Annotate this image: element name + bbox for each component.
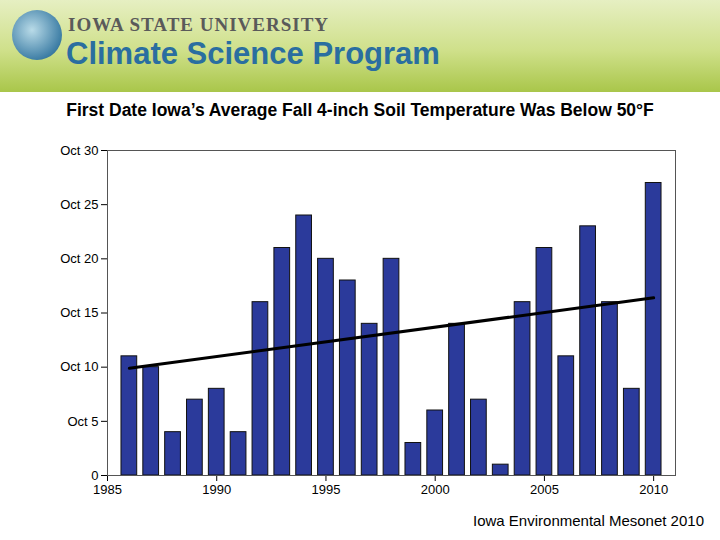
svg-text:2010: 2010: [639, 482, 668, 497]
html-text:Climate Science Program: Climate Science Program: [66, 36, 440, 71]
svg-text:1995: 1995: [312, 482, 341, 497]
html-text:First Date Iowa’s Average Fall: First Date Iowa’s Average Fall 4-inch So…: [66, 100, 654, 120]
svg-text:Oct 5: Oct 5: [67, 413, 98, 428]
svg-text:Oct 25: Oct 25: [60, 197, 98, 212]
svg-text:0: 0: [91, 468, 98, 483]
svg-text:1990: 1990: [202, 482, 231, 497]
svg-text:Oct 15: Oct 15: [60, 305, 98, 320]
svg-text:Oct 10: Oct 10: [60, 359, 98, 374]
svg-text:Oct 20: Oct 20: [60, 251, 98, 266]
html-text:IOWA STATE UNIVERSITY: IOWA STATE UNIVERSITY: [68, 14, 329, 35]
html-text:Iowa Environmental Mesonet 201: Iowa Environmental Mesonet 2010: [473, 512, 704, 529]
svg-text:2000: 2000: [421, 482, 450, 497]
svg-text:1985: 1985: [93, 482, 122, 497]
svg-text:Oct 30: Oct 30: [60, 143, 98, 158]
svg-text:2005: 2005: [530, 482, 559, 497]
